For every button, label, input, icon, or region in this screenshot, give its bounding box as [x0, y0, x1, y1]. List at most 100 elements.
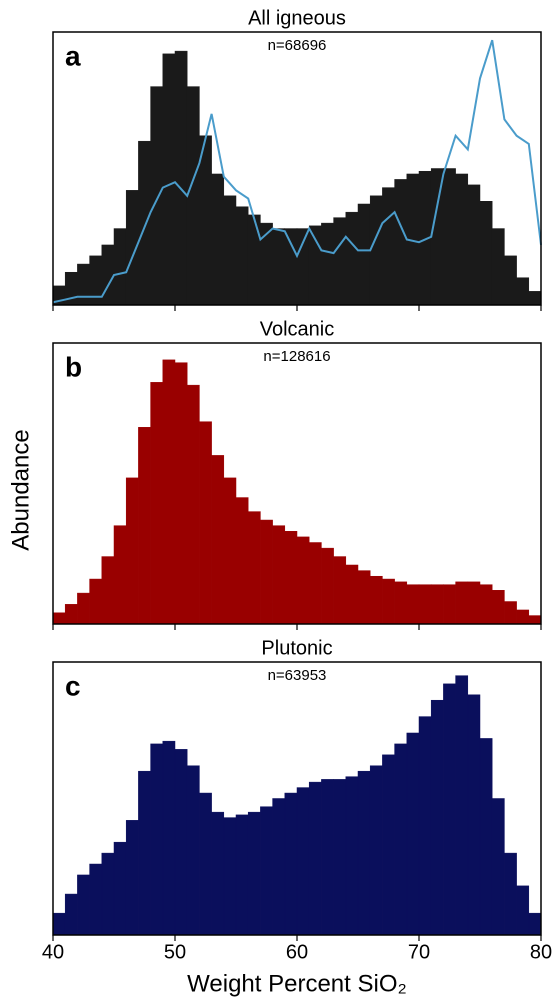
bar — [516, 277, 530, 306]
bar — [479, 201, 493, 306]
bar — [296, 787, 310, 936]
bar — [296, 536, 310, 625]
bar — [186, 765, 200, 936]
bar — [491, 228, 505, 306]
bar — [235, 814, 249, 936]
bar — [430, 168, 444, 306]
bar — [467, 184, 481, 306]
bar — [394, 581, 408, 625]
bar — [491, 798, 505, 936]
panel-title: All igneous — [248, 7, 346, 29]
bar — [528, 912, 542, 936]
bar — [247, 811, 261, 936]
bar — [174, 50, 188, 306]
bar — [235, 497, 249, 625]
panel-title: Plutonic — [261, 637, 332, 659]
bar — [150, 382, 164, 625]
x-tick-label: 50 — [164, 941, 186, 963]
bar — [162, 359, 176, 625]
bar — [272, 525, 286, 625]
bar — [260, 806, 273, 936]
sample-count: n=63953 — [268, 667, 327, 684]
bar — [504, 255, 517, 306]
bar — [321, 779, 334, 936]
bar — [199, 135, 212, 306]
bar — [382, 187, 395, 306]
bar — [406, 584, 420, 625]
bar — [125, 820, 139, 936]
bar — [345, 776, 359, 936]
bar — [284, 792, 298, 936]
bar — [272, 228, 286, 306]
bar — [333, 779, 347, 936]
bar — [89, 863, 103, 936]
bar — [138, 427, 151, 625]
bar — [162, 53, 176, 306]
panel-title: Volcanic — [260, 318, 335, 340]
bar — [455, 173, 469, 306]
bar — [504, 601, 517, 625]
bar — [260, 222, 273, 306]
bar — [528, 291, 542, 306]
bar — [138, 770, 151, 936]
x-tick-label: 80 — [530, 941, 552, 963]
bar — [52, 912, 66, 936]
bar — [357, 770, 371, 936]
bar — [174, 362, 188, 625]
bar — [430, 584, 444, 625]
bar — [418, 716, 432, 936]
bar — [308, 781, 322, 936]
overlay-line — [52, 39, 542, 304]
bar — [394, 179, 408, 306]
bar — [223, 477, 237, 625]
bar — [199, 421, 212, 625]
bar — [443, 683, 456, 936]
panel-label: a — [65, 40, 81, 71]
panel-label: c — [65, 670, 81, 701]
bar — [467, 581, 481, 625]
bar — [211, 811, 225, 936]
bar — [247, 511, 261, 625]
bar — [101, 852, 115, 936]
bar — [394, 743, 408, 936]
bar — [528, 615, 542, 625]
sample-count: n=128616 — [263, 348, 330, 365]
bar — [516, 885, 530, 936]
bar — [247, 214, 261, 306]
bar — [479, 738, 493, 936]
bar — [345, 211, 359, 306]
x-tick-label: 60 — [286, 941, 308, 963]
bar — [113, 525, 127, 625]
x-tick-label: 40 — [42, 941, 64, 963]
bar — [174, 749, 188, 936]
bar — [113, 228, 127, 306]
bar — [284, 228, 298, 306]
bar — [491, 590, 505, 625]
bar — [504, 852, 517, 936]
bar — [430, 699, 444, 936]
bar — [369, 575, 383, 625]
bar — [369, 765, 383, 936]
bar — [101, 556, 115, 625]
bar — [455, 581, 469, 625]
bar — [455, 675, 469, 936]
bar — [64, 893, 78, 936]
bar — [333, 556, 347, 625]
panel-label: b — [65, 351, 82, 382]
bar — [77, 263, 90, 306]
bar — [260, 519, 273, 625]
bar — [138, 140, 151, 306]
bar — [345, 564, 359, 625]
y-axis-label: Abundance — [7, 429, 34, 550]
bar — [211, 455, 225, 625]
x-axis-label: Weight Percent SiO₂ — [187, 970, 407, 997]
bar — [125, 477, 139, 625]
bar — [223, 195, 237, 306]
bar — [150, 86, 164, 306]
bar — [479, 584, 493, 625]
bar — [418, 584, 432, 625]
bar — [101, 244, 115, 306]
bar — [64, 604, 78, 625]
bar — [199, 792, 212, 936]
